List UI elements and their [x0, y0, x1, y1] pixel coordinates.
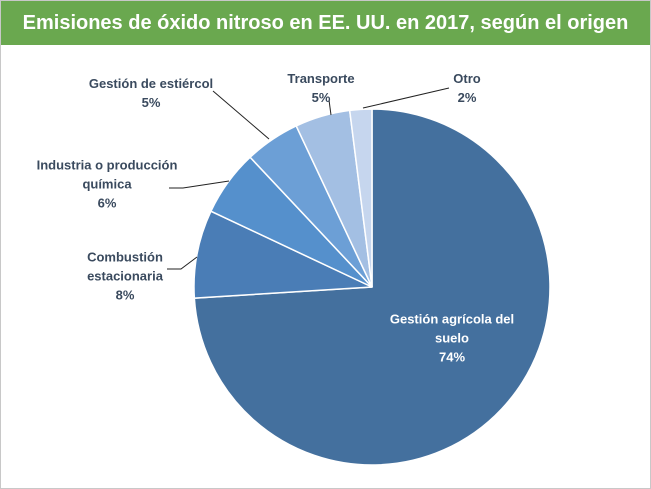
slices: [193, 108, 551, 466]
slice-label: Industria o producción química 6%: [32, 156, 182, 213]
slice-label: Transporte 5%: [276, 69, 366, 107]
category-label: Industria o producción química: [36, 157, 178, 192]
leader-line: [212, 90, 270, 140]
value-label: 6%: [97, 195, 117, 211]
leader-line: [169, 180, 230, 189]
pie-slice: [348, 108, 373, 288]
category-label: Otro: [453, 71, 481, 86]
chart-title: Emisiones de óxido nitroso en EE. UU. en…: [1, 1, 650, 45]
category-label: Gestión de estiércol: [88, 76, 214, 91]
value-label: 2%: [457, 90, 477, 105]
slice-label: Gestión agrícola del suelo 74%: [377, 310, 527, 367]
category-label: Transporte: [287, 71, 355, 86]
slice-label: Otro 2%: [437, 69, 497, 107]
value-label: 5%: [311, 90, 331, 105]
slice-label: Combustión estacionaria 8%: [70, 248, 180, 305]
leader-lines: [167, 87, 450, 270]
leader-line: [328, 99, 332, 116]
leader-line: [362, 87, 450, 109]
leader-line: [167, 256, 198, 270]
category-label: Gestión agrícola del suelo: [389, 311, 515, 346]
value-label: 5%: [141, 95, 161, 110]
value-label: 8%: [115, 287, 135, 303]
slice-label: Gestión de estiércol 5%: [76, 74, 226, 112]
value-label: 74%: [438, 349, 466, 365]
pie-slice: [193, 210, 373, 299]
category-label: Combustión estacionaria: [87, 249, 163, 284]
